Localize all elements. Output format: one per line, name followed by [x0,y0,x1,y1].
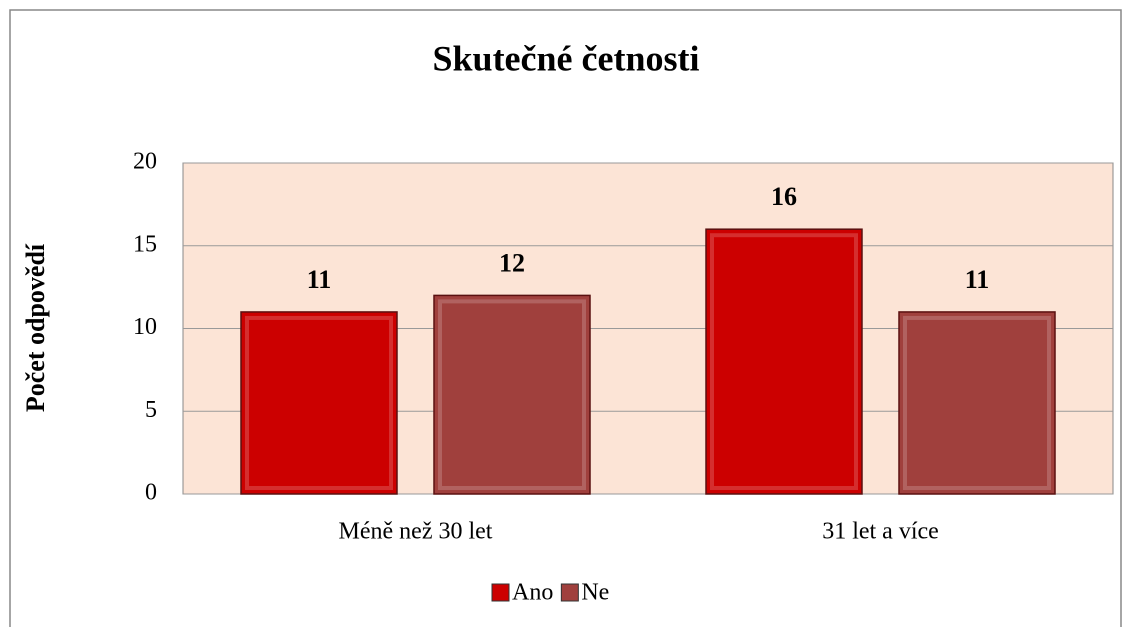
bar-bevel [438,299,586,490]
legend-swatch [491,583,510,602]
bar [705,228,863,495]
legend-swatch [560,583,579,602]
bar [433,294,591,495]
bar-bevel [710,233,858,490]
y-tick-label: 10 [133,314,157,340]
y-axis-label: Počet odpovědí [21,243,50,412]
data-label: 12 [499,248,525,277]
legend-label: Ano [512,580,553,606]
x-tick-label: 31 let a více [822,519,939,545]
data-label: 11 [965,265,990,294]
bar [898,311,1056,495]
y-tick-label: 15 [133,231,157,257]
data-label: 11 [307,265,332,294]
bar-bevel [903,315,1051,491]
legend-label: Ne [581,580,609,606]
data-label: 16 [771,182,797,211]
bar [240,311,398,495]
y-tick-label: 0 [145,480,157,506]
y-tick-label: 20 [133,149,157,175]
chart-title: Skutečné četnosti [433,38,700,78]
y-tick-label: 5 [145,397,157,423]
x-tick-label: Méně než 30 let [339,519,493,545]
bar-bevel [245,315,393,491]
